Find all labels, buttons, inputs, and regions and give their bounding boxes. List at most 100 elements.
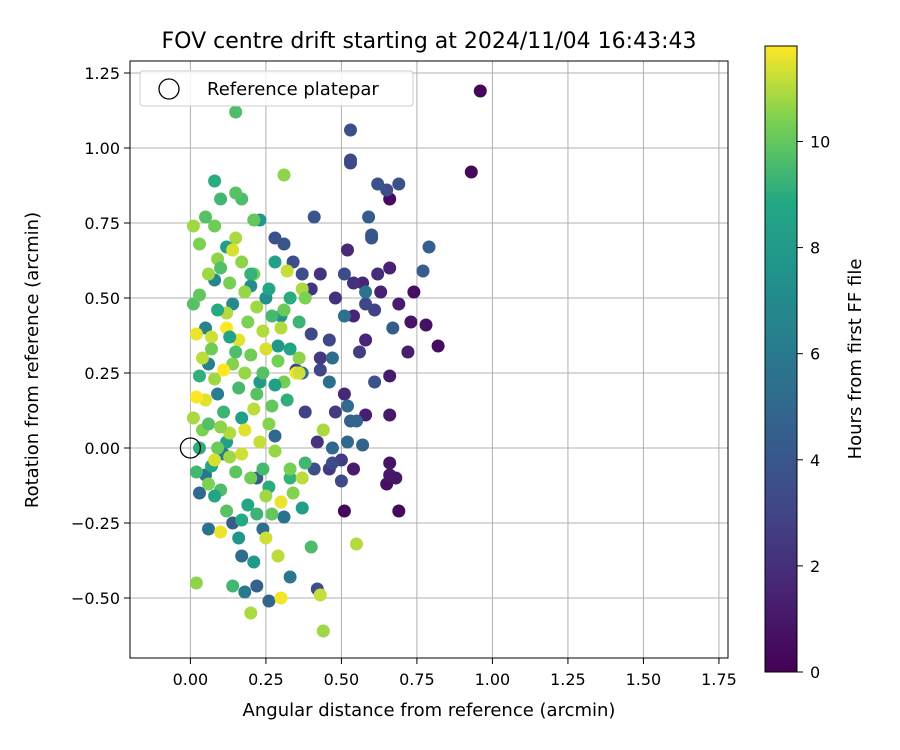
data-point xyxy=(316,624,330,638)
data-point xyxy=(359,333,373,347)
legend: Reference platepar xyxy=(139,70,414,107)
data-point xyxy=(214,261,228,275)
data-point xyxy=(383,369,397,383)
data-point xyxy=(277,510,291,524)
data-point xyxy=(241,498,255,512)
data-point xyxy=(359,285,373,299)
data-point xyxy=(337,504,351,518)
data-point xyxy=(202,477,215,491)
data-point xyxy=(244,471,258,485)
data-point xyxy=(196,351,209,365)
data-point xyxy=(313,351,327,365)
data-point xyxy=(238,366,252,380)
colorbar-ticks: 0 2 4 6 8 10 xyxy=(797,132,830,682)
data-point xyxy=(356,438,370,452)
x-tick-label: 0.75 xyxy=(399,670,435,689)
data-point xyxy=(337,267,351,281)
data-point xyxy=(193,369,206,383)
x-axis-label: Angular distance from reference (arcmin) xyxy=(243,700,616,721)
data-point xyxy=(386,321,400,335)
data-point xyxy=(283,291,297,305)
data-point xyxy=(464,165,478,179)
data-point xyxy=(229,465,243,479)
data-point xyxy=(383,261,397,275)
y-axis-ticks: −0.50 −0.25 0.00 0.25 0.50 0.75 1.00 1.25 xyxy=(71,64,130,608)
x-tick-label: 0.25 xyxy=(248,670,284,689)
data-point xyxy=(337,309,351,323)
data-point xyxy=(344,123,357,137)
data-point xyxy=(298,291,312,305)
data-point xyxy=(247,555,261,569)
data-point xyxy=(202,522,215,536)
data-point xyxy=(268,378,282,392)
data-point xyxy=(304,327,318,341)
x-tick-label: 0.50 xyxy=(324,670,360,689)
data-point xyxy=(422,240,436,254)
data-point xyxy=(235,513,249,527)
data-point xyxy=(325,351,339,365)
data-point xyxy=(238,423,252,437)
data-point xyxy=(259,531,273,545)
data-point xyxy=(389,471,403,485)
data-point xyxy=(280,393,294,407)
data-point xyxy=(189,576,203,590)
y-tick-label: 0.00 xyxy=(84,439,120,458)
data-point xyxy=(229,186,243,200)
data-point xyxy=(325,441,339,455)
data-point xyxy=(277,168,291,182)
y-tick-label: 1.25 xyxy=(84,64,120,83)
data-point xyxy=(229,231,243,245)
data-point xyxy=(350,414,363,428)
data-point xyxy=(341,399,354,413)
data-point xyxy=(271,354,285,368)
data-point xyxy=(392,504,406,518)
y-tick-label: 0.25 xyxy=(84,364,120,383)
data-point xyxy=(238,285,252,299)
y-tick-label: 0.50 xyxy=(84,289,120,308)
data-point xyxy=(344,153,357,167)
data-point xyxy=(298,405,312,419)
data-point xyxy=(220,504,234,518)
data-point xyxy=(334,474,348,488)
data-point xyxy=(362,210,376,224)
data-point xyxy=(208,489,222,503)
data-point xyxy=(256,366,270,380)
plot-frame xyxy=(129,60,729,659)
data-point xyxy=(223,330,237,344)
data-point xyxy=(205,342,218,356)
data-point xyxy=(208,174,222,188)
data-point xyxy=(407,285,421,299)
data-point xyxy=(271,549,285,563)
data-point xyxy=(371,267,385,281)
data-point xyxy=(256,462,270,476)
data-point xyxy=(265,309,279,323)
data-point xyxy=(244,606,258,620)
data-point xyxy=(199,210,212,224)
data-point xyxy=(328,291,342,305)
data-point xyxy=(211,441,225,455)
data-point xyxy=(214,420,228,434)
data-point xyxy=(283,570,297,584)
x-tick-label: 1.75 xyxy=(701,670,737,689)
data-point xyxy=(186,219,200,233)
data-point xyxy=(271,339,285,353)
data-point xyxy=(256,324,270,338)
data-point xyxy=(193,441,206,455)
chart-title: FOV centre drift starting at 2024/11/04 … xyxy=(162,29,697,54)
colorbar-tick-label: 0 xyxy=(810,663,820,682)
data-point xyxy=(304,540,318,554)
data-point xyxy=(223,450,237,464)
data-point xyxy=(277,303,291,317)
data-point xyxy=(189,465,203,479)
data-point xyxy=(250,507,264,521)
y-tick-label: 1.00 xyxy=(84,139,120,158)
x-tick-label: 1.00 xyxy=(475,670,511,689)
data-point xyxy=(202,417,215,431)
data-point xyxy=(235,411,249,425)
data-point xyxy=(292,351,306,365)
data-point xyxy=(235,255,249,269)
data-point xyxy=(295,471,309,485)
data-point xyxy=(313,588,327,602)
data-point xyxy=(268,444,282,458)
data-point xyxy=(265,507,279,521)
